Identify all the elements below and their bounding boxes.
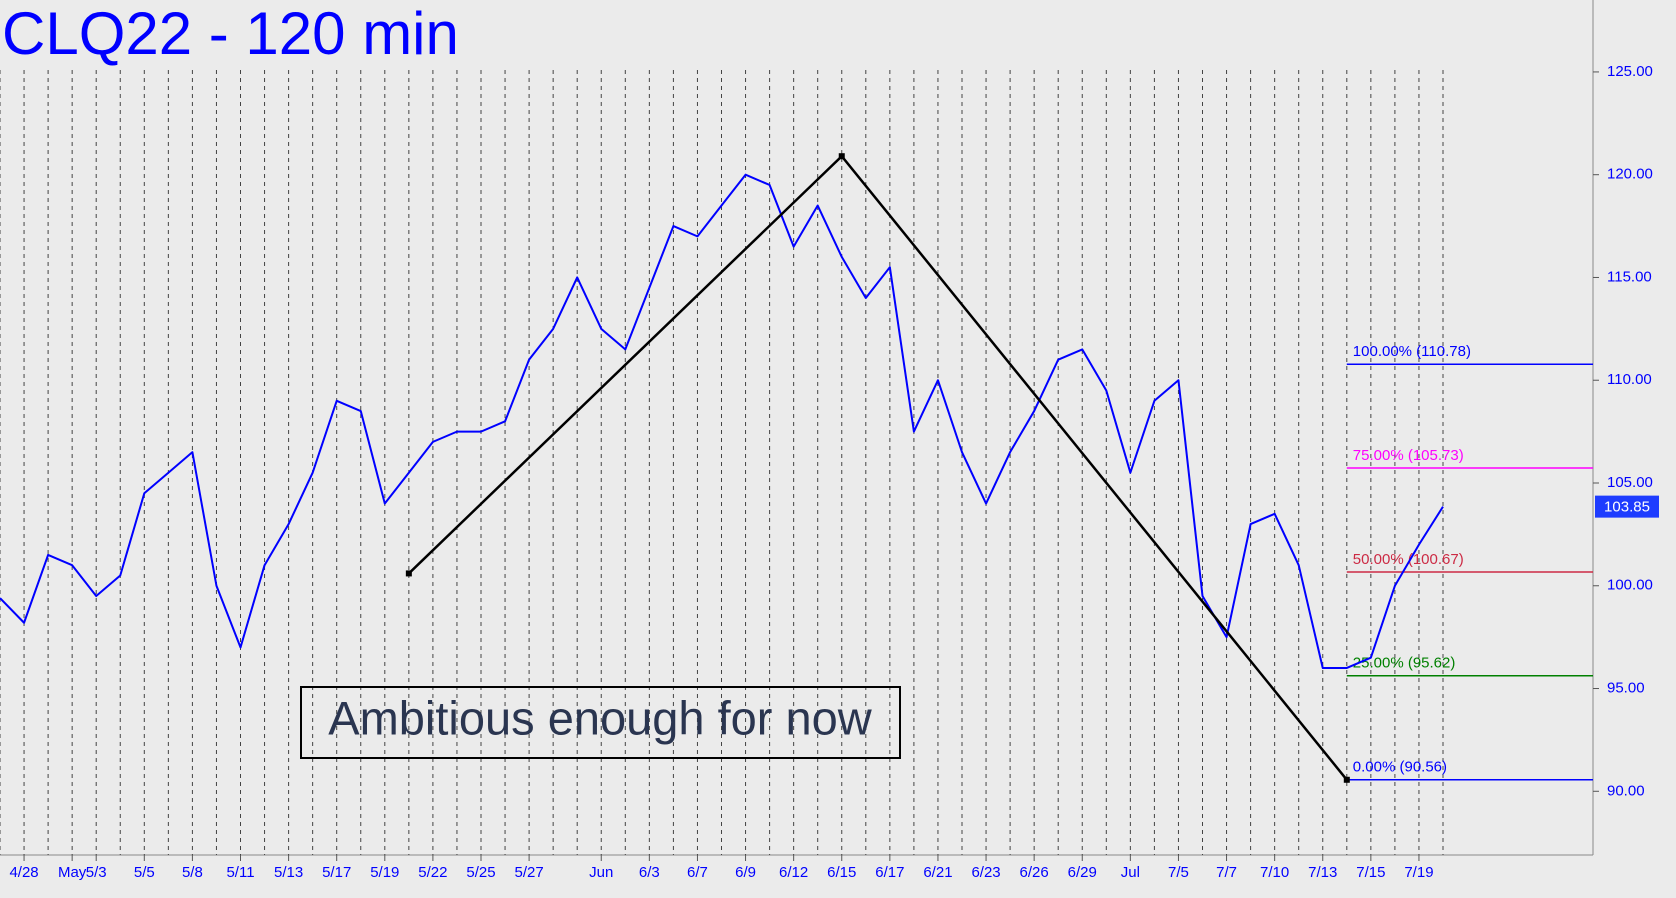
- x-tick-label: 6/17: [875, 864, 904, 881]
- last-price-tag: [1595, 495, 1659, 518]
- x-tick-label: 7/15: [1356, 864, 1385, 881]
- trendline-point: [838, 153, 845, 160]
- x-tick-label: 7/19: [1404, 864, 1433, 881]
- trendline-point: [1343, 776, 1350, 783]
- x-tick-label: 5/11: [226, 864, 254, 881]
- x-tick-label: Jun: [589, 864, 613, 881]
- y-tick-label: 105.00: [1607, 474, 1653, 491]
- x-tick-label: May: [58, 864, 87, 881]
- x-tick-label: 6/29: [1068, 864, 1097, 881]
- x-tick-label: 4/28: [9, 864, 38, 881]
- x-tick-label: 6/9: [735, 864, 756, 881]
- y-tick-label: 125.00: [1607, 63, 1653, 80]
- level-label: 100.00% (110.78): [1353, 343, 1471, 360]
- x-tick-label: 5/17: [322, 864, 351, 881]
- y-tick-label: 120.00: [1607, 166, 1653, 183]
- x-tick-label: 7/10: [1260, 864, 1289, 881]
- x-tick-label: 7/13: [1308, 864, 1337, 881]
- level-label: 25.00% (95.62): [1353, 655, 1456, 672]
- annotation-box: [300, 686, 901, 759]
- x-tick-label: 5/13: [274, 864, 303, 881]
- y-tick-label: 95.00: [1607, 679, 1645, 696]
- y-tick-label: 90.00: [1607, 782, 1645, 799]
- x-tick-label: 6/26: [1020, 864, 1049, 881]
- level-label: 50.00% (100.67): [1353, 551, 1464, 568]
- x-tick-label: 6/21: [923, 864, 952, 881]
- x-tick-label: 6/12: [779, 864, 808, 881]
- x-tick-label: 5/19: [370, 864, 399, 881]
- x-tick-label: 6/7: [687, 864, 708, 881]
- x-tick-label: 6/15: [827, 864, 856, 881]
- x-tick-label: 7/5: [1168, 864, 1189, 881]
- level-label: 75.00% (105.73): [1353, 447, 1464, 464]
- y-tick-label: 110.00: [1607, 371, 1652, 388]
- grid: 90.00 95.00 100.00 105.00 110.00 115.00 120.00…: [0, 63, 1653, 881]
- x-tick-label: 5/22: [418, 864, 447, 881]
- x-tick-label: 5/5: [134, 864, 155, 881]
- price-line: [0, 173, 1444, 669]
- x-tick-label: 5/25: [466, 864, 495, 881]
- x-tick-label: 6/3: [639, 864, 660, 881]
- x-tick-label: 6/23: [971, 864, 1000, 881]
- last-price-label: 103.85: [1604, 499, 1650, 516]
- trendline-point: [405, 570, 412, 577]
- y-tick-label: 115.00: [1607, 268, 1652, 285]
- marks: 100.00% (110.78) 75.00% (105.73) 50.00% (1…: [0, 153, 1593, 783]
- x-tick-label: 5/8: [182, 864, 203, 881]
- level-label: 0.00% (90.56): [1353, 759, 1447, 776]
- chart-title: CLQ22 - 120 min: [2, 0, 459, 67]
- x-tick-label: Jul: [1121, 864, 1140, 881]
- x-tick-label: 7/7: [1216, 864, 1237, 881]
- annotation-text: Ambitious enough for now: [328, 691, 872, 744]
- y-tick-label: 100.00: [1607, 577, 1653, 594]
- x-tick-label: 5/27: [514, 864, 543, 881]
- x-tick-label: 5/3: [86, 864, 107, 881]
